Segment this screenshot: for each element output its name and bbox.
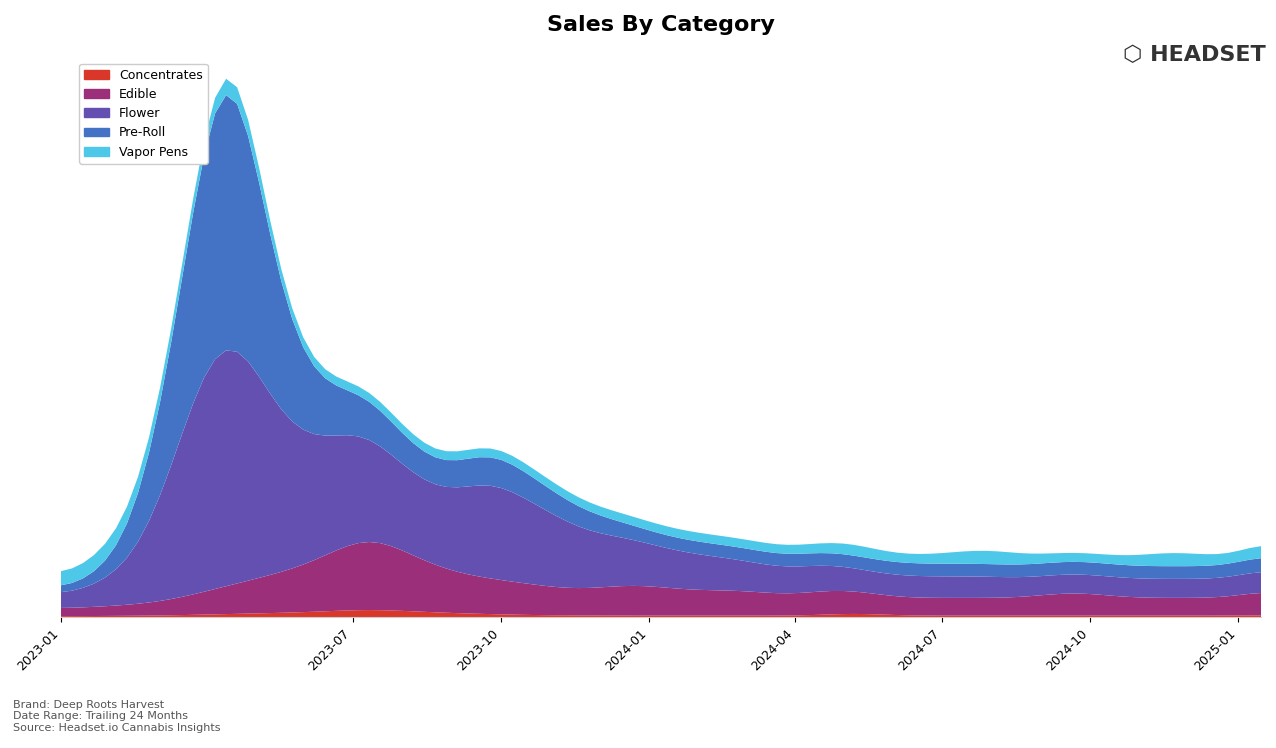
Legend: Concentrates, Edible, Flower, Pre-Roll, Vapor Pens: Concentrates, Edible, Flower, Pre-Roll, … <box>79 64 208 164</box>
Text: Brand: Deep Roots Harvest
Date Range: Trailing 24 Months
Source: Headset.io Cann: Brand: Deep Roots Harvest Date Range: Tr… <box>13 700 221 733</box>
Text: ⬡ HEADSET: ⬡ HEADSET <box>1123 45 1266 65</box>
Title: Sales By Category: Sales By Category <box>547 15 775 35</box>
